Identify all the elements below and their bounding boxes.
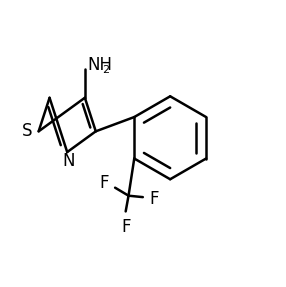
Text: S: S (21, 122, 32, 140)
Text: F: F (99, 174, 108, 192)
Text: 2: 2 (102, 65, 110, 75)
Text: N: N (62, 152, 75, 170)
Text: F: F (121, 218, 130, 236)
Text: F: F (150, 189, 159, 208)
Text: NH: NH (87, 56, 112, 74)
